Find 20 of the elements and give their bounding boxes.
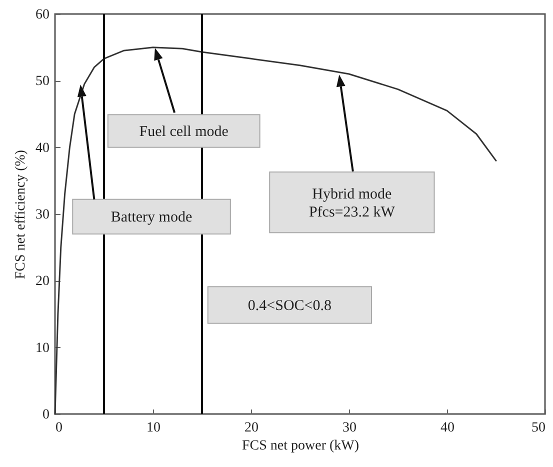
- y-tick-label: 20: [36, 274, 50, 290]
- x-axis-title: FCS net power (kW): [242, 438, 360, 454]
- y-tick-label: 0: [42, 408, 50, 422]
- annotation: 0.4<SOC<0.8: [248, 298, 332, 314]
- line-series: [54, 46, 497, 415]
- x-tick-label: 50: [532, 420, 546, 436]
- x-tick-label: 20: [244, 420, 258, 436]
- y-tick-label: 30: [36, 208, 50, 222]
- y-tick-label: 10: [36, 340, 50, 356]
- y-tick-label: 40: [36, 140, 50, 156]
- x-tick-label: 0: [56, 420, 62, 436]
- x-tick-label: 40: [440, 420, 454, 436]
- y-tick-label: 60: [36, 8, 50, 22]
- annotation: Fuel cell mode: [139, 124, 229, 140]
- x-tick-label: 30: [342, 420, 356, 436]
- y-axis-title: FCS net efficiency (%): [14, 150, 28, 280]
- annotation: Hybrid mode Pfcs=23.2 kW: [308, 186, 396, 220]
- annotation: Battery mode: [110, 210, 192, 226]
- x-tick-label: 10: [146, 420, 160, 436]
- y-tick-label: 50: [36, 74, 50, 90]
